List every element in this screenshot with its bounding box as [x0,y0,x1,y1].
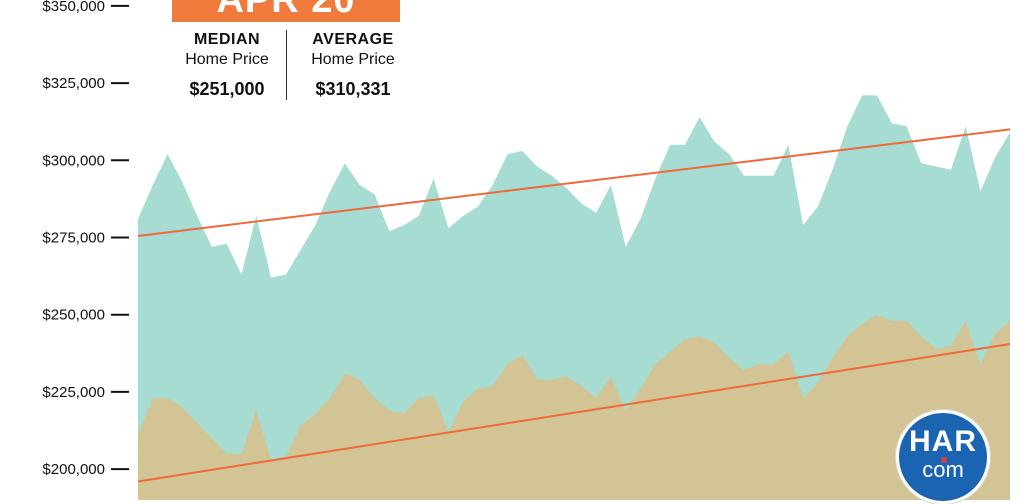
median-stat: MEDIAN Home Price $251,000 [168,30,286,100]
y-tick-label: $200,000 [42,461,105,478]
median-value: $251,000 [189,79,265,99]
har-logo: HAR com [896,410,990,504]
y-tick-label: $325,000 [42,75,105,92]
har-logo-subtext: com [922,457,964,482]
y-tick-label: $250,000 [42,307,105,324]
har-logo-text: HAR [909,425,977,458]
month-banner: APR 20 [172,0,400,22]
average-sublabel: Home Price [311,51,395,68]
stat-divider [286,30,287,100]
y-axis: $200,000 $225,000 $250,000 $275,000 $300,000… [42,0,129,478]
median-label: MEDIAN [193,31,261,48]
average-trendline [137,128,1011,237]
chart-areas [138,95,1010,500]
average-value: $310,331 [315,79,391,99]
y-tick-label: $275,000 [42,230,105,247]
y-tick-label: $350,000 [42,0,105,15]
average-stat: AVERAGE Home Price $310,331 [294,30,412,100]
average-label: AVERAGE [312,31,394,48]
y-tick-label: $225,000 [42,384,105,401]
chart-trendlines [137,128,1011,483]
median-price-area [138,314,1010,500]
median-trendline [137,343,1011,483]
median-sublabel: Home Price [185,51,269,68]
y-tick-label: $300,000 [42,152,105,169]
har-logo-dot [941,457,947,463]
